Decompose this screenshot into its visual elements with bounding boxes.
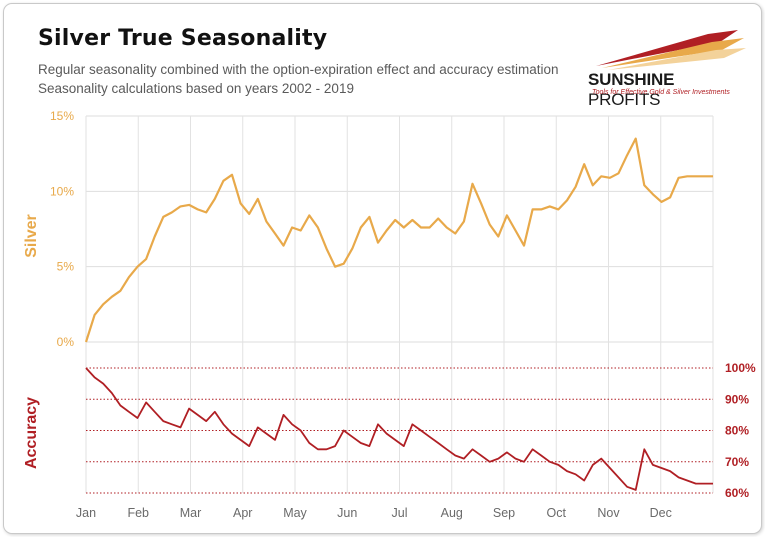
- month-tick-label: Nov: [597, 506, 620, 520]
- chart-subtitle-1: Regular seasonality combined with the op…: [38, 62, 559, 77]
- accuracy-series: [85, 367, 714, 491]
- chart-frame: [3, 3, 762, 534]
- month-axis-ticks: Jan Feb Mar Apr May Jun Jul Aug Sep Oct Nov Dec: [76, 506, 672, 520]
- month-tick-label: Jul: [392, 506, 408, 520]
- accuracy-line: [85, 367, 713, 491]
- silver-tick-label: 15%: [50, 109, 74, 123]
- month-tick-label: Sep: [493, 506, 515, 520]
- chart-title: Silver True Seasonality: [38, 26, 328, 51]
- logo-brand: SUNSHINE PROFITS: [588, 70, 748, 110]
- month-tick-label: May: [283, 506, 307, 520]
- sunshine-profits-logo: SUNSHINE PROFITS Tools for Effective Gol…: [588, 28, 748, 109]
- month-tick-label: Mar: [180, 506, 202, 520]
- accuracy-tick-label: 60%: [725, 486, 749, 500]
- silver-line: [84, 137, 713, 343]
- logo-brand-light: PROFITS: [588, 90, 661, 109]
- month-tick-label: Dec: [650, 506, 672, 520]
- logo-brand-bold: SUNSHINE: [588, 70, 675, 89]
- accuracy-axis-ticks: 60% 70% 80% 90% 100%: [725, 361, 756, 500]
- silver-tick-label: 5%: [57, 260, 75, 274]
- silver-axis-label: Silver: [23, 214, 40, 258]
- month-tick-label: Jan: [76, 506, 96, 520]
- silver-series: [84, 137, 714, 343]
- accuracy-tick-label: 80%: [725, 424, 749, 438]
- accuracy-tick-label: 90%: [725, 392, 749, 406]
- accuracy-axis-label: Accuracy: [23, 397, 40, 469]
- month-tick-label: Apr: [233, 506, 252, 520]
- grid: [85, 115, 714, 494]
- logo-tagline: Tools for Effective Gold & Silver Invest…: [592, 89, 730, 96]
- accuracy-tick-label: 70%: [725, 455, 749, 469]
- silver-axis-ticks: 0% 5% 10% 15%: [50, 109, 74, 349]
- logo-swoosh-icon: [596, 30, 746, 70]
- silver-tick-label: 10%: [50, 184, 74, 198]
- chart-subtitle-2: Seasonality calculations based on years …: [38, 81, 354, 96]
- accuracy-tick-label: 100%: [725, 361, 756, 375]
- month-tick-label: Feb: [127, 506, 149, 520]
- month-tick-label: Oct: [547, 506, 567, 520]
- month-tick-label: Aug: [441, 506, 463, 520]
- month-tick-label: Jun: [337, 506, 357, 520]
- silver-tick-label: 0%: [57, 335, 75, 349]
